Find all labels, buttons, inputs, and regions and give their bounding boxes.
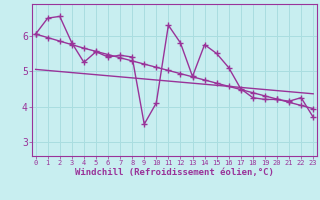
X-axis label: Windchill (Refroidissement éolien,°C): Windchill (Refroidissement éolien,°C) bbox=[75, 168, 274, 177]
